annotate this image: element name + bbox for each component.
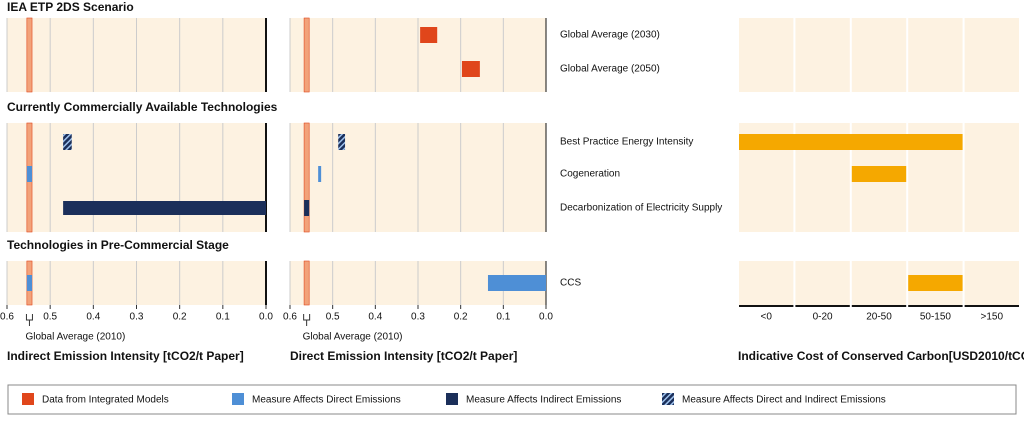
legend-label: Measure Affects Direct and Indirect Emis…	[682, 395, 886, 406]
x-tick-label: 0.1	[496, 312, 510, 323]
row-label: Global Average (2030)	[560, 30, 660, 41]
baseline-label: Global Average (2010)	[303, 332, 403, 343]
marker	[63, 201, 266, 215]
x-tick-label: 0.5	[326, 312, 340, 323]
x-tick-label: >150	[981, 312, 1004, 323]
x-tick-label: 0.5	[43, 312, 57, 323]
x-tick-label: 0.2	[454, 312, 468, 323]
x-tick-label: 0-20	[813, 312, 833, 323]
x-tick-label: 20-50	[866, 312, 892, 323]
x-tick-label: 0.3	[411, 312, 425, 323]
x-tick-label: 0.0	[259, 312, 273, 323]
x-tick-label: 0.1	[216, 312, 230, 323]
cost-bar	[739, 134, 963, 150]
marker	[420, 27, 438, 43]
cost-bar	[851, 166, 907, 182]
row-label: Cogeneration	[560, 169, 620, 180]
legend-box	[7, 384, 1017, 415]
legend-swatch	[662, 393, 674, 405]
legend-label: Data from Integrated Models	[42, 395, 169, 406]
x-tick-label: 0.3	[130, 312, 144, 323]
marker	[318, 166, 322, 182]
cost-bg	[964, 18, 1019, 92]
x-tick-label: 50-150	[920, 312, 952, 323]
x-tick-label: 0.2	[173, 312, 187, 323]
legend-swatch	[446, 393, 458, 405]
cost-bg	[739, 261, 794, 305]
cost-bg	[795, 18, 850, 92]
row-label: Global Average (2050)	[560, 64, 660, 75]
baseline	[303, 260, 310, 306]
cost-bg	[964, 123, 1019, 232]
cost-bg	[908, 18, 963, 92]
x-tick-label: 0.6	[283, 312, 297, 323]
baseline-label: Global Average (2010)	[25, 332, 125, 343]
x-tick-label: 0.4	[368, 312, 382, 323]
axis-title: Direct Emission Intensity [tCO2/t Paper]	[290, 349, 517, 363]
cost-bar	[908, 275, 963, 291]
cost-bg	[851, 18, 907, 92]
x-tick-label: 0.0	[539, 312, 553, 323]
legend-label: Measure Affects Indirect Emissions	[466, 395, 621, 406]
axis-title: Indicative Cost of Conserved Carbon[USD2…	[738, 349, 1024, 363]
baseline	[303, 17, 310, 93]
marker	[26, 275, 33, 291]
section-title: Currently Commercially Available Technol…	[7, 100, 278, 114]
marker	[26, 166, 33, 182]
baseline-bracket	[25, 314, 33, 326]
marker	[304, 200, 310, 216]
row-label: Decarbonization of Electricity Supply	[560, 203, 722, 214]
axis-title: Indirect Emission Intensity [tCO2/t Pape…	[7, 349, 244, 363]
cost-bg	[964, 261, 1019, 305]
x-tick-label: 0.6	[0, 312, 14, 323]
legend-swatch	[22, 393, 34, 405]
x-tick-label: 0.4	[86, 312, 100, 323]
cost-bg	[795, 261, 850, 305]
marker	[338, 134, 346, 150]
cost-bg	[851, 261, 907, 305]
marker	[63, 134, 72, 150]
marker	[487, 275, 546, 291]
x-tick-label: <0	[760, 312, 772, 323]
marker	[461, 61, 480, 77]
section-title: Technologies in Pre-Commercial Stage	[7, 238, 229, 252]
section-title: IEA ETP 2DS Scenario	[7, 0, 134, 14]
baseline	[26, 17, 33, 93]
row-label: Best Practice Energy Intensity	[560, 137, 693, 148]
row-label: CCS	[560, 278, 581, 289]
legend-label: Measure Affects Direct Emissions	[252, 395, 401, 406]
baseline-bracket	[303, 314, 311, 326]
legend-swatch	[232, 393, 244, 405]
cost-bg	[739, 18, 794, 92]
baseline	[303, 122, 310, 233]
